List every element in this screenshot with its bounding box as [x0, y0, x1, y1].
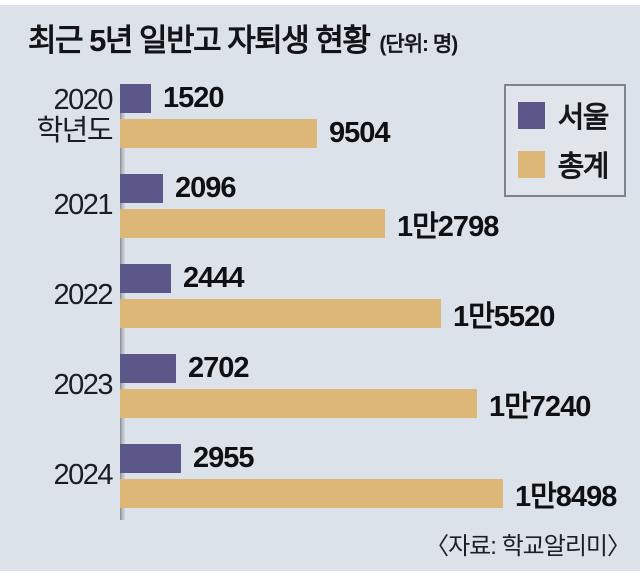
- bar-row: 2702: [120, 352, 640, 384]
- source-note: 〈자료: 학교알리미〉: [425, 533, 631, 560]
- bar-pair: 2444 1만5520: [120, 262, 640, 333]
- legend-swatch-seoul: [517, 101, 545, 129]
- bar-group: 2023 2702 1만7240: [0, 352, 640, 423]
- bar-value-label: 1만7240: [489, 390, 591, 423]
- bar-서울: [120, 354, 176, 383]
- bar-총계: [120, 119, 317, 148]
- bar-row: 1만8498: [120, 479, 640, 513]
- legend-label-total: 총계: [557, 151, 610, 183]
- unit-note: (단위: 명): [379, 33, 458, 56]
- chart-panel: 최근 5년 일반고 자퇴생 현황 (단위: 명) 2020 학년도 1520 950…: [0, 5, 640, 571]
- bar-서울: [120, 264, 171, 293]
- bar-row: 1만2798: [120, 209, 640, 243]
- bar-value-label: 1만8498: [515, 480, 617, 513]
- bar-총계: [120, 299, 441, 328]
- bar-value-label: 2702: [188, 352, 250, 384]
- bar-value-label: 1만2798: [397, 210, 499, 243]
- bar-총계: [120, 389, 477, 418]
- bar-총계: [120, 479, 503, 508]
- bar-pair: 2096 1만2798: [120, 172, 640, 243]
- category-label: 2023: [53, 369, 113, 402]
- bar-value-label: 2444: [183, 262, 245, 294]
- bar-row: 1만5520: [120, 299, 640, 333]
- category-label: 2021: [53, 189, 113, 222]
- bar-서울: [120, 174, 163, 203]
- bar-서울: [120, 84, 151, 113]
- legend-swatch-total: [517, 150, 545, 178]
- legend: 서울 총계: [503, 84, 626, 197]
- bar-value-label: 1520: [163, 82, 225, 114]
- bar-row: 2444: [120, 262, 640, 294]
- legend-item-seoul: 서울: [517, 94, 610, 136]
- bar-row: 2955: [120, 442, 640, 474]
- bar-pair: 2702 1만7240: [120, 352, 640, 423]
- bar-value-label: 1만5520: [453, 300, 555, 333]
- bar-서울: [120, 444, 181, 473]
- chart-rows: 2020 학년도 1520 9504 2021 2096 1만2798 2022 2444 1만…: [0, 82, 640, 513]
- bar-row: 2096: [120, 172, 640, 204]
- bar-pair: 1520 9504: [120, 82, 640, 149]
- chart-header: 최근 5년 일반고 자퇴생 현황 (단위: 명): [28, 15, 630, 60]
- bar-row: 1520: [120, 82, 640, 114]
- bar-총계: [120, 209, 385, 238]
- bar-chart: 2020 학년도 1520 9504 2021 2096 1만2798 2022 2444 1만…: [0, 82, 640, 534]
- bar-group: 2024 2955 1만8498: [0, 442, 640, 513]
- category-label: 2024: [53, 459, 113, 492]
- category-label: 2022: [53, 279, 113, 312]
- bar-group: 2020 학년도 1520 9504: [0, 82, 640, 149]
- legend-item-total: 총계: [517, 143, 610, 185]
- bar-row: 9504: [120, 117, 640, 149]
- bar-value-label: 9504: [329, 117, 391, 149]
- bar-group: 2021 2096 1만2798: [0, 172, 640, 243]
- bar-pair: 2955 1만8498: [120, 442, 640, 513]
- category-label: 2020 학년도: [36, 83, 113, 147]
- chart-title: 최근 5년 일반고 자퇴생 현황: [28, 23, 371, 58]
- bar-row: 1만7240: [120, 389, 640, 423]
- legend-label-seoul: 서울: [557, 102, 610, 134]
- bar-value-label: 2096: [175, 172, 237, 204]
- bar-group: 2022 2444 1만5520: [0, 262, 640, 333]
- bar-value-label: 2955: [193, 442, 255, 474]
